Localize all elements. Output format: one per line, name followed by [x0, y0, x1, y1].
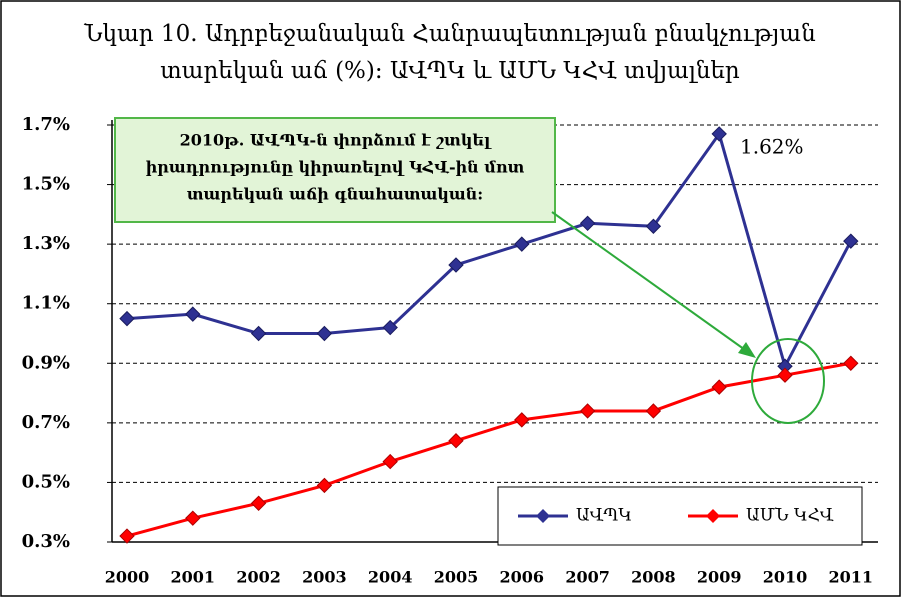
- x-tick-label: 2001: [171, 568, 216, 587]
- x-tick-label: 2007: [565, 568, 610, 587]
- x-tick-label: 2003: [302, 568, 347, 587]
- marker: [711, 379, 727, 395]
- marker: [514, 412, 530, 428]
- marker: [645, 403, 662, 419]
- annotation-text: տարեկան աճի գնահատական:: [187, 185, 483, 204]
- marker: [316, 325, 333, 342]
- y-tick-label: 1.3%: [22, 233, 70, 254]
- x-tick-label: 2002: [236, 568, 281, 587]
- series-line: [126, 361, 852, 538]
- arrow: [551, 211, 749, 353]
- y-tick-label: 1.7%: [22, 114, 70, 135]
- marker: [119, 528, 135, 544]
- legend-label: ԱՎՊԿ: [576, 506, 632, 526]
- chart-title: Նկար 10. Ադրբեջանական Հանրապետության բնա…: [83, 21, 815, 47]
- annotation-text: իրադրությունը կիրառելով ԿՀՎ-ին մոտ: [146, 158, 525, 177]
- legend-marker: [536, 509, 550, 523]
- annotation-box: [114, 117, 556, 223]
- point-label: 1.62%: [740, 135, 804, 159]
- y-tick-label: 1.5%: [22, 174, 70, 195]
- marker: [250, 495, 267, 511]
- marker: [250, 325, 267, 342]
- highlight-circle: [751, 338, 825, 424]
- x-tick-label: 2010: [763, 568, 808, 587]
- annotation-text: 2010թ. ԱՎՊԿ-ն փորձում է շտկել: [180, 131, 492, 150]
- marker: [579, 215, 596, 232]
- x-tick-label: 2006: [500, 568, 545, 587]
- marker: [448, 257, 464, 273]
- y-tick-label: 0.9%: [22, 352, 70, 373]
- marker: [843, 233, 859, 249]
- marker: [382, 319, 398, 336]
- y-tick-label: 0.3%: [22, 531, 70, 552]
- marker: [185, 306, 201, 322]
- marker: [514, 236, 530, 252]
- marker: [843, 355, 859, 371]
- x-tick-label: 2005: [434, 568, 479, 587]
- legend-label: ԱՄՆ ԿՀՎ: [746, 506, 834, 526]
- marker: [119, 310, 135, 327]
- marker: [579, 403, 596, 419]
- x-tick-label: 2009: [697, 568, 742, 587]
- marker: [448, 433, 464, 449]
- marker: [316, 477, 333, 494]
- y-tick-label: 0.7%: [22, 412, 70, 433]
- x-tick-label: 2008: [631, 568, 676, 587]
- series-line: [126, 130, 853, 371]
- x-tick-label: 2000: [105, 568, 150, 587]
- marker: [185, 510, 201, 526]
- marker: [711, 126, 727, 142]
- marker: [382, 453, 398, 470]
- y-tick-label: 1.1%: [22, 293, 70, 314]
- chart-title: տարեկան աճ (%)։ ԱՎՊԿ և ԱՄՆ ԿՀՎ տվյալներ: [160, 58, 740, 84]
- marker: [777, 367, 793, 383]
- legend-marker: [706, 509, 720, 523]
- marker: [645, 218, 662, 234]
- arrow-head: [738, 342, 756, 358]
- x-tick-label: 2011: [829, 568, 874, 587]
- y-tick-label: 0.5%: [22, 471, 70, 492]
- x-tick-label: 2004: [368, 568, 413, 587]
